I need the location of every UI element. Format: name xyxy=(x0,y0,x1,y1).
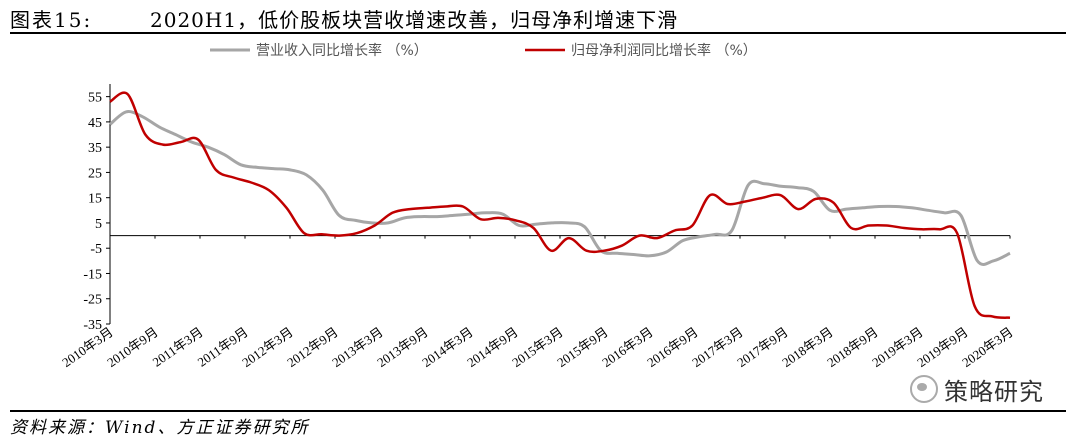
legend-label-1: 营业收入同比增长率 （%） xyxy=(256,42,428,59)
source-note: 资料来源：Wind、方正证券研究所 xyxy=(10,418,310,438)
x-tick-label: 2020年3月 xyxy=(959,324,1016,370)
watermark: 策略研究 xyxy=(910,372,1044,406)
y-tick-label: -5 xyxy=(90,242,102,257)
watermark-text: 策略研究 xyxy=(944,377,1044,406)
x-tick-label: 2010年9月 xyxy=(104,324,161,370)
line-chart: 55453525155-5-15-25-352010年3月2010年9月2011… xyxy=(59,42,1016,370)
y-tick-label: 35 xyxy=(88,141,102,156)
y-tick-label: 5 xyxy=(95,217,102,232)
figure-title-bar: 图表15: 2020H1，低价股板块营收增速改善，归母净利增速下滑 xyxy=(0,0,1080,34)
bottom-rule xyxy=(10,410,1066,412)
y-tick-label: -25 xyxy=(83,293,102,308)
y-tick-label: 15 xyxy=(88,192,102,207)
y-tick-label: 55 xyxy=(88,91,102,106)
top-rule xyxy=(10,32,1066,34)
figure-label: 图表15: xyxy=(10,8,93,32)
y-tick-label: 45 xyxy=(88,116,102,131)
figure-title: 2020H1，低价股板块营收增速改善，归母净利增速下滑 xyxy=(150,8,679,32)
legend-label-2: 归母净利润同比增长率 （%） xyxy=(571,42,757,59)
series-line-1 xyxy=(109,110,1011,266)
series-line-2 xyxy=(109,91,1011,319)
y-tick-label: 25 xyxy=(88,166,102,181)
y-tick-label: -35 xyxy=(83,318,102,333)
y-tick-label: -15 xyxy=(83,267,102,282)
wechat-icon xyxy=(910,375,938,403)
